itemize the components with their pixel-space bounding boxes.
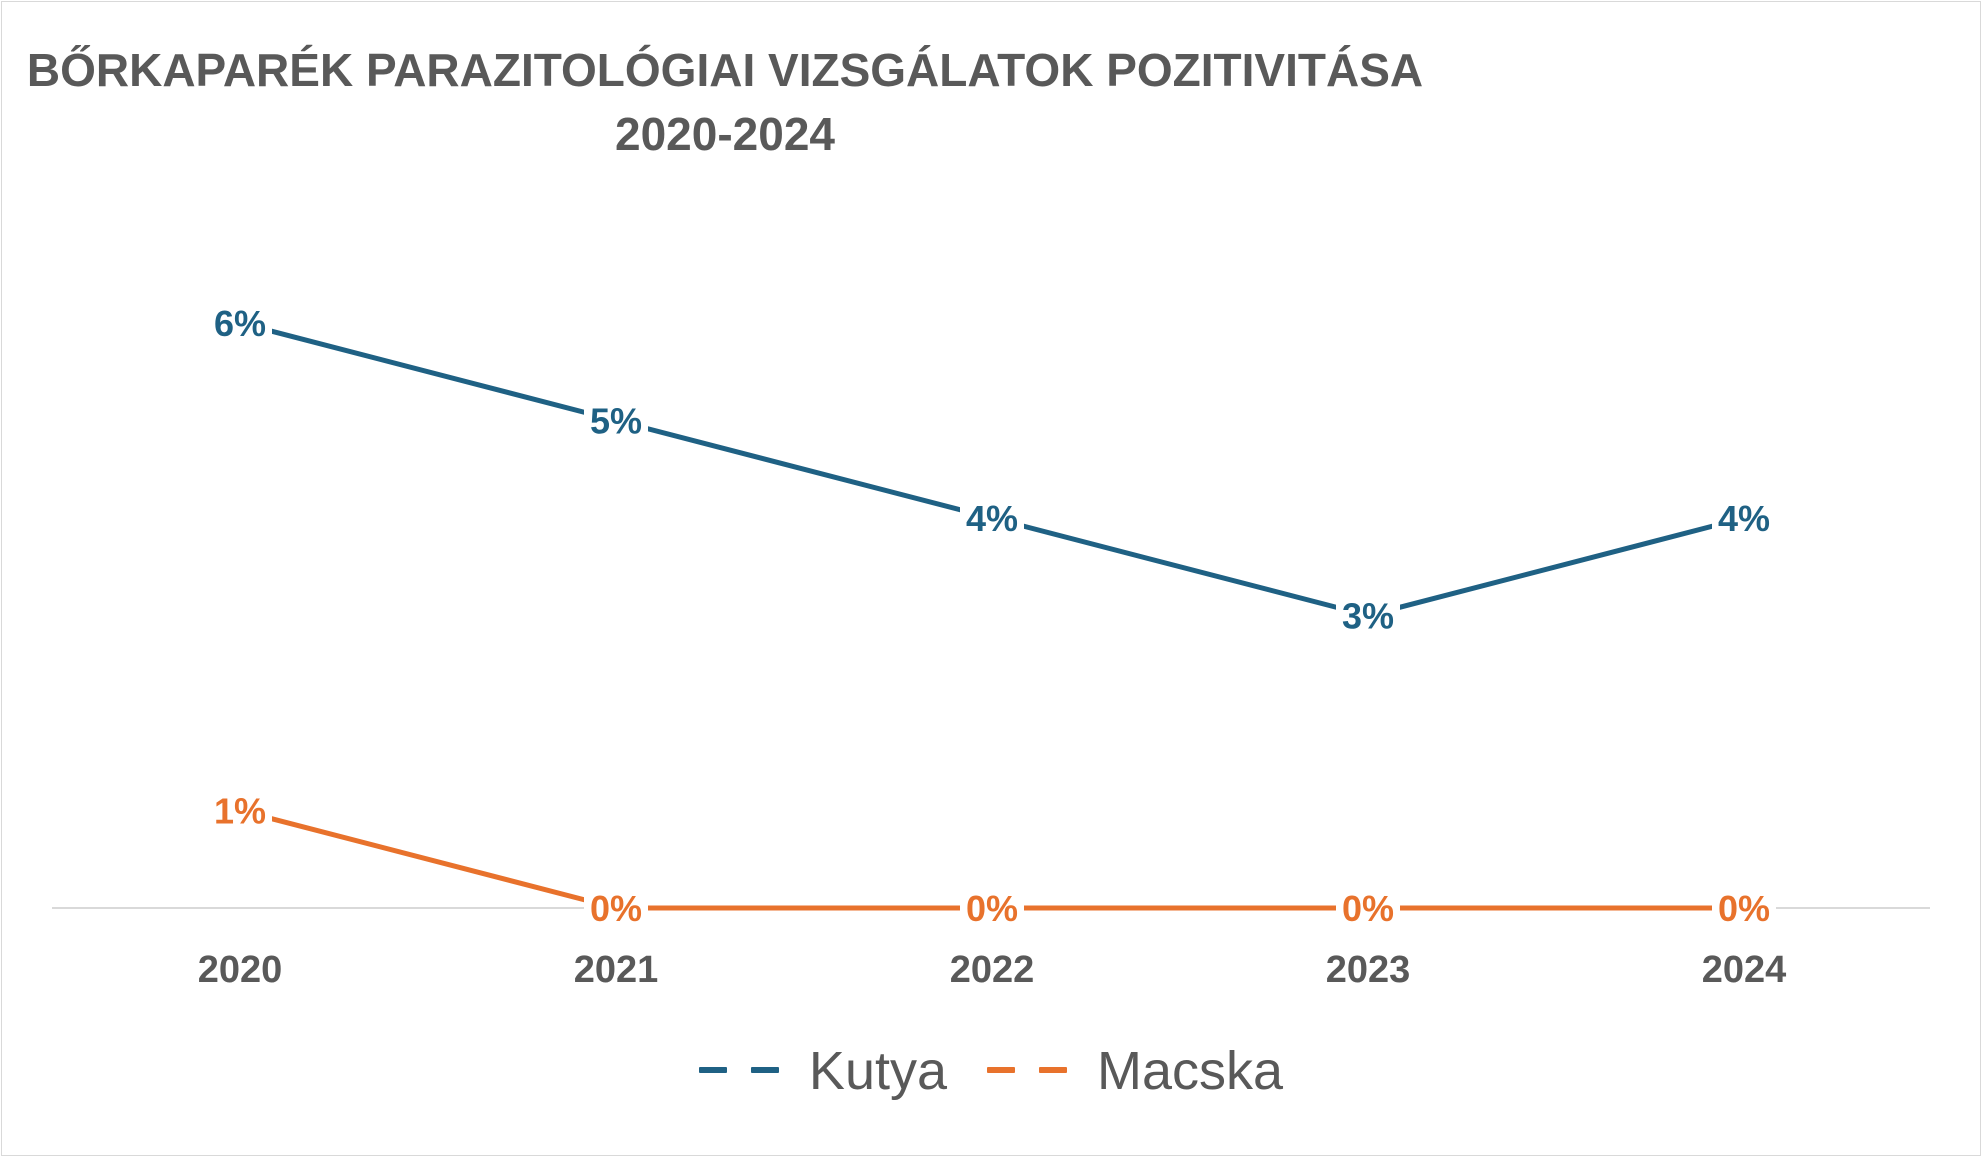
x-tick-label: 2021 — [574, 949, 659, 991]
legend-swatch-kutya — [698, 1067, 805, 1075]
series-line-kutya — [237, 320, 619, 423]
data-label-kutya: 3% — [1342, 596, 1394, 637]
legend: Kutya Macska — [0, 1040, 1982, 1102]
x-tick-label: 2023 — [1326, 949, 1411, 991]
data-label-bg-macska — [1712, 886, 1776, 930]
chart-title-line-2: 2020-2024 — [615, 108, 835, 160]
legend-label-macska: Macska — [1097, 1041, 1284, 1101]
data-label-macska: 0% — [966, 888, 1018, 929]
data-label-bg-kutya — [1712, 496, 1776, 540]
chart-title: BŐRKAPARÉK PARAZITOLÓGIAI VIZSGÁLATOK PO… — [0, 38, 1450, 166]
legend-item-kutya[interactable]: Kutya — [698, 1040, 948, 1102]
data-label-kutya: 6% — [214, 303, 266, 344]
data-label-bg-macska — [208, 788, 272, 833]
chart-title-line-1: BŐRKAPARÉK PARAZITOLÓGIAI VIZSGÁLATOK PO… — [26, 44, 1424, 96]
data-label-macska: 0% — [1718, 888, 1770, 929]
series-line-kutya — [1365, 515, 1747, 618]
data-label-bg-kutya — [960, 496, 1024, 540]
data-label-bg-kutya — [208, 301, 272, 345]
data-label-bg-macska — [960, 886, 1024, 930]
data-label-bg-kutya — [1336, 593, 1400, 638]
data-label-bg-kutya — [584, 398, 648, 443]
data-label-macska: 1% — [214, 791, 266, 832]
series-line-kutya — [613, 418, 995, 521]
series-line-macska — [237, 808, 619, 911]
x-tick-label: 2020 — [198, 949, 283, 991]
series-line-kutya — [989, 515, 1371, 618]
legend-item-macska[interactable]: Macska — [987, 1040, 1283, 1102]
data-label-bg-macska — [1336, 886, 1400, 930]
data-label-macska: 0% — [1342, 888, 1394, 929]
data-label-kutya: 4% — [1718, 498, 1770, 539]
data-label-bg-macska — [584, 886, 648, 930]
data-label-macska: 0% — [590, 888, 642, 929]
data-label-kutya: 4% — [966, 498, 1018, 539]
x-tick-label: 2022 — [950, 949, 1035, 991]
legend-label-kutya: Kutya — [808, 1041, 948, 1101]
data-label-kutya: 5% — [590, 401, 642, 442]
legend-swatch-macska — [987, 1067, 1093, 1075]
x-tick-label: 2024 — [1702, 949, 1787, 991]
